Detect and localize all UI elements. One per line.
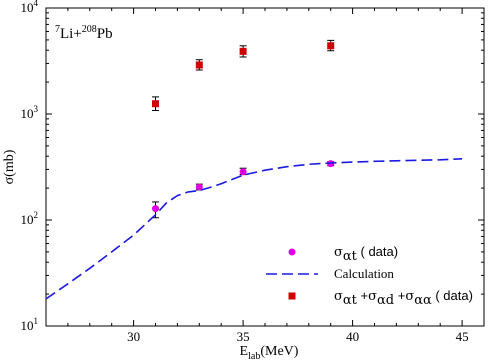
- at-data-point: [239, 167, 247, 176]
- legend-entry-sum: σαt +σαd +σαα ( data): [288, 288, 473, 308]
- legend-marker-circle: [288, 248, 296, 256]
- series-layer: [45, 39, 463, 300]
- legend-label: σαt ( data): [334, 244, 398, 264]
- x-tick-label: 40: [346, 329, 359, 344]
- marker-circle: [152, 205, 159, 213]
- y-axis-label: σ(mb): [2, 149, 17, 184]
- y-tick-label: 103: [21, 104, 39, 121]
- marker-square: [239, 47, 247, 55]
- legend-label: Calculation: [334, 266, 394, 281]
- legend-marker-square: [288, 292, 296, 300]
- x-tick-label: 30: [127, 329, 140, 344]
- sum-data-point: [195, 59, 203, 71]
- sum-data-point: [327, 39, 335, 52]
- legend: σαt ( data) Calculation σαt +σαd +σαα ( da…: [266, 244, 473, 308]
- sum-data-point: [239, 45, 247, 58]
- x-tick-label: 45: [456, 329, 469, 344]
- marker-square: [195, 61, 203, 69]
- plot-frame: [45, 7, 485, 327]
- calculation-curve: [45, 158, 463, 300]
- y-tick-label: 104: [21, 0, 39, 15]
- y-tick-label: 101: [21, 316, 39, 333]
- annotation-reaction: 7Li+208Pb: [55, 24, 113, 42]
- sum-data-point: [152, 96, 159, 111]
- x-axis-label: Elab(MeV): [240, 344, 299, 362]
- marker-circle: [239, 168, 247, 176]
- legend-entry-calc: Calculation: [266, 266, 394, 281]
- marker-square: [152, 100, 159, 108]
- legend-label: σαt +σαd +σαα ( data): [334, 288, 473, 308]
- x-tick-label: 35: [237, 329, 250, 344]
- y-tick-label: 102: [21, 210, 39, 227]
- axis-ticks: 30 35 40 45 101 102 103 104: [21, 0, 485, 344]
- legend-entry-at: σαt ( data): [288, 244, 398, 264]
- marker-square: [327, 42, 335, 50]
- marker-circle: [195, 183, 203, 191]
